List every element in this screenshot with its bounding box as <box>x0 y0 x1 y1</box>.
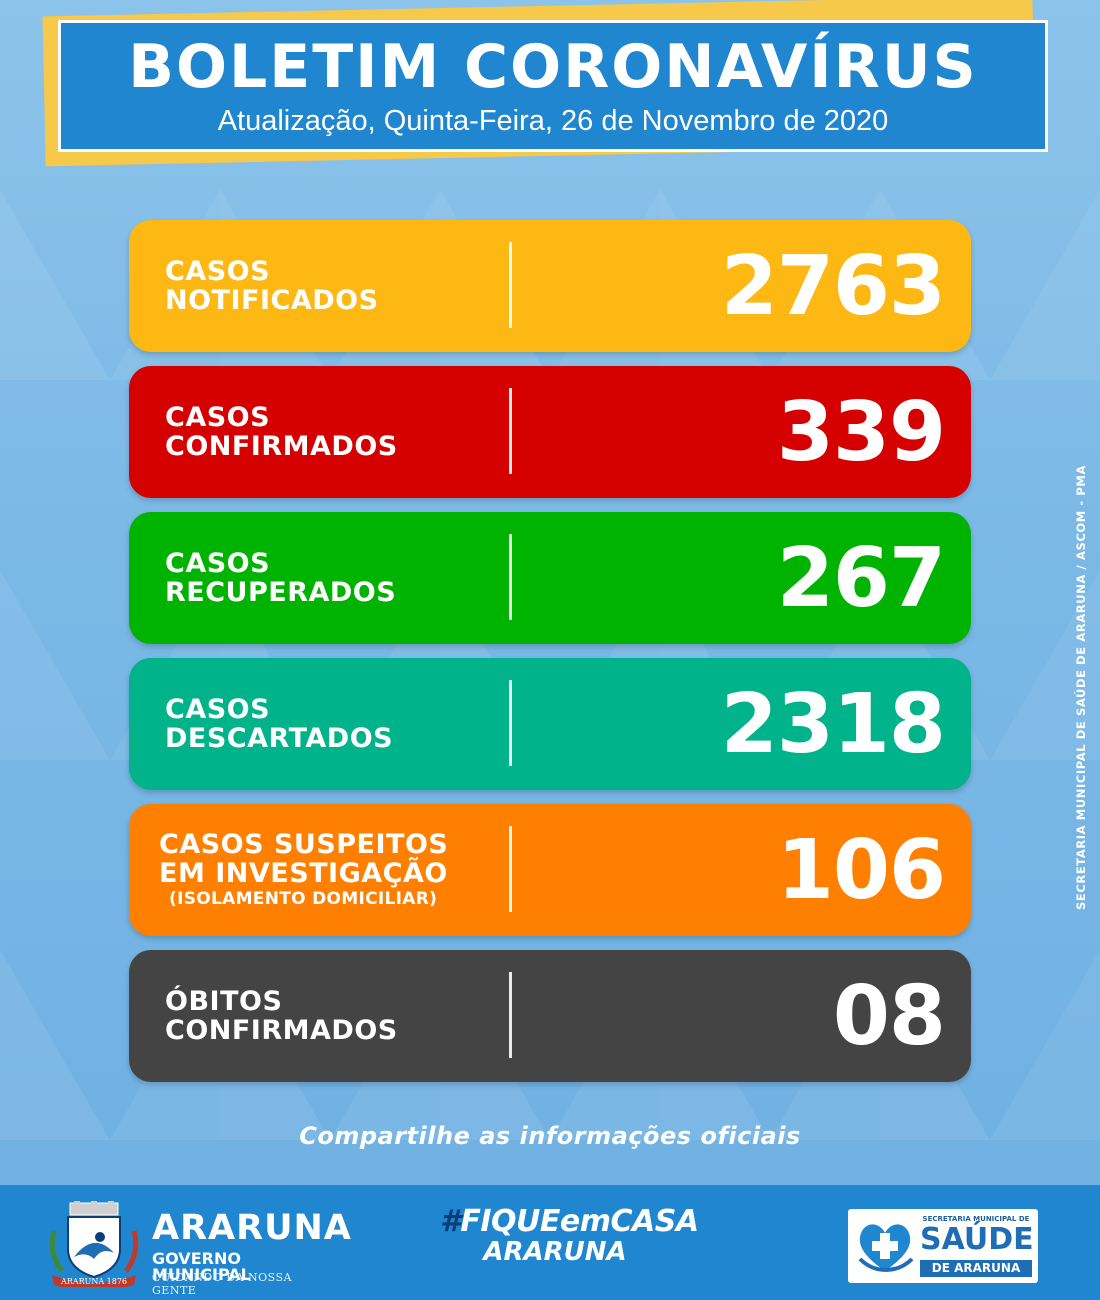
brand-government: GOVERNO MUNICIPAL <box>152 1249 251 1284</box>
card-divider <box>509 972 512 1058</box>
brand-name: ARARUNA <box>152 1208 352 1248</box>
card-divider <box>509 826 512 912</box>
brand-tagline: CUIDANDO DA NOSSA GENTE <box>152 1271 292 1297</box>
card-deaths: ÓBITOS CONFIRMADOS 08 <box>129 950 971 1082</box>
card-label-line2: DESCARTADOS <box>165 723 394 754</box>
araruna-logo: ARARUNA 1876 ARARUNA GOVERNO MUNICIPAL C… <box>44 1201 351 1297</box>
card-confirmed-cases: CASOS CONFIRMADOS 339 <box>129 366 971 498</box>
card-divider <box>509 242 512 328</box>
hashtag-line1: FIQUEemCASA <box>460 1204 699 1239</box>
card-label-line1: ÓBITOS <box>165 986 283 1017</box>
health-secretariat-logo: SECRETARIA MUNICIPAL DE SAÚDE DE ARARUNA <box>848 1209 1038 1283</box>
bulletin-title: BOLETIM CORONAVÍRUS <box>128 32 978 102</box>
card-value: 339 <box>776 384 946 480</box>
card-recovered-cases: CASOS RECUPERADOS 267 <box>129 512 971 644</box>
card-suspected-cases: CASOS SUSPEITOS EM INVESTIGAÇÃO (ISOLAME… <box>129 804 971 936</box>
share-message: Compartilhe as informações oficiais <box>299 1122 801 1150</box>
card-label-line2: CONFIRMADOS <box>165 1015 398 1046</box>
card-label-line1: CASOS <box>165 694 271 725</box>
card-value: 2318 <box>720 676 946 772</box>
card-value: 2763 <box>720 238 946 334</box>
stay-home-hashtag: #FIQUEemCASA ARARUNA <box>440 1204 699 1267</box>
card-label-line2: EM INVESTIGAÇÃO <box>159 858 448 889</box>
card-value: 08 <box>832 968 946 1064</box>
card-label: CASOS SUSPEITOS EM INVESTIGAÇÃO (ISOLAME… <box>159 804 504 936</box>
card-divider <box>509 388 512 474</box>
footer-bar: ARARUNA 1876 ARARUNA GOVERNO MUNICIPAL C… <box>0 1185 1100 1300</box>
card-value: 267 <box>776 530 946 626</box>
card-label: ÓBITOS CONFIRMADOS <box>165 950 495 1082</box>
health-heart-icon <box>858 1224 914 1272</box>
card-divider <box>509 534 512 620</box>
side-credit: SECRETARIA MUNICIPAL DE SAÚDE DE ARARUNA… <box>1074 465 1088 910</box>
card-label-sub: (ISOLAMENTO DOMICILIAR) <box>169 889 438 909</box>
card-label: CASOS CONFIRMADOS <box>165 366 495 498</box>
secretariat-city: DE ARARUNA <box>920 1260 1032 1277</box>
card-label-line2: RECUPERADOS <box>165 577 397 608</box>
card-discarded-cases: CASOS DESCARTADOS 2318 <box>129 658 971 790</box>
card-label-line1: CASOS <box>165 256 271 287</box>
secretariat-name: SAÚDE <box>920 1222 1034 1257</box>
card-label-line1: CASOS SUSPEITOS <box>159 829 449 860</box>
card-label: CASOS RECUPERADOS <box>165 512 495 644</box>
hashtag-symbol: # <box>440 1204 461 1239</box>
header-banner: BOLETIM CORONAVÍRUS Atualização, Quinta-… <box>58 20 1048 152</box>
card-label-line2: NOTIFICADOS <box>165 285 379 316</box>
card-label-line1: CASOS <box>165 402 271 433</box>
hashtag-line2: ARARUNA <box>483 1237 627 1267</box>
card-label-line2: CONFIRMADOS <box>165 431 398 462</box>
card-notified-cases: CASOS NOTIFICADOS 2763 <box>129 220 971 352</box>
card-label-line1: CASOS <box>165 548 271 579</box>
secretariat-label: SECRETARIA MUNICIPAL DE <box>922 1215 1030 1223</box>
card-divider <box>509 680 512 766</box>
stats-cards: CASOS NOTIFICADOS 2763 CASOS CONFIRMADOS… <box>129 220 971 1096</box>
card-label: CASOS DESCARTADOS <box>165 658 495 790</box>
update-date: Atualização, Quinta-Feira, 26 de Novembr… <box>217 105 889 137</box>
crest-text: ARARUNA 1876 <box>60 1277 127 1286</box>
card-label: CASOS NOTIFICADOS <box>165 220 495 352</box>
card-value: 106 <box>776 822 946 918</box>
crest-icon: ARARUNA 1876 <box>49 1201 139 1287</box>
